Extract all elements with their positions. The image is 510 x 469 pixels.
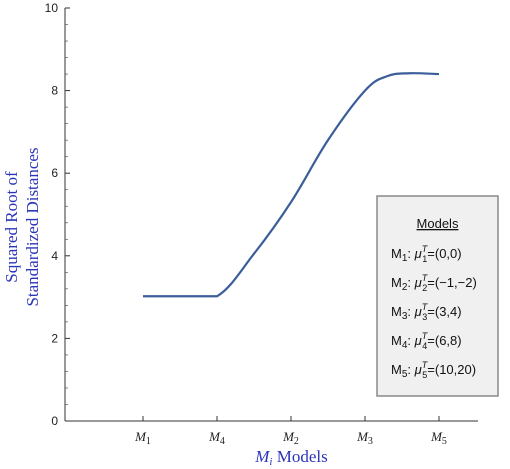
x-ticks: M1 M4 M2 M3 M5: [134, 416, 447, 447]
series-group: [142, 72, 440, 298]
x-tick-label: M1: [134, 429, 151, 447]
y-tick-label: 4: [51, 249, 58, 263]
x-tick-label: M2: [282, 429, 299, 447]
x-axis-title: Mi Models: [254, 447, 327, 468]
y-tick-label: 2: [51, 331, 58, 345]
y-axis-title-line2: Standardized Distances: [23, 147, 42, 306]
x-tick-label: M3: [356, 429, 373, 447]
legend-entries: M1: μT 1=(0,0) M2: μT 2=(−1,−2) M3: μT 3=(3,4…: [391, 244, 477, 380]
legend-entry: M2: μT 2=(−1,−2): [391, 273, 477, 293]
x-tick-label: M4: [208, 429, 225, 447]
legend-entry: M4: μT 4=(6,8): [391, 331, 462, 351]
legend-entry: M1: μT 1=(0,0): [391, 244, 462, 264]
legend-entry: M3: μT 3=(3,4): [391, 302, 462, 322]
axes: [64, 8, 478, 422]
legend-box: [376, 195, 499, 397]
y-ticks: 0 2 4 6 8 10: [45, 1, 70, 428]
y-tick-label: 8: [51, 84, 58, 98]
x-axis-title-rest: Models: [272, 447, 327, 466]
y-tick-label: 6: [51, 166, 58, 180]
x-axis-title-sub: i: [269, 456, 272, 468]
x-axis-title-main: M: [254, 447, 270, 466]
y-tick-label: 0: [51, 414, 58, 428]
legend: Models M1: μT 1=(0,0) M2: μT 2=(−1,−2) M3: μ…: [376, 195, 499, 397]
series-line: [142, 72, 440, 298]
legend-entry: M5: μT 5=(10,20): [391, 360, 476, 380]
y-tick-label: 10: [45, 1, 59, 15]
y-axis-title-line1: Squared Root of: [2, 171, 21, 283]
x-tick-label: M5: [430, 429, 447, 447]
y-axis-title: Squared Root of Standardized Distances: [2, 147, 42, 306]
legend-title: Models: [417, 216, 459, 231]
